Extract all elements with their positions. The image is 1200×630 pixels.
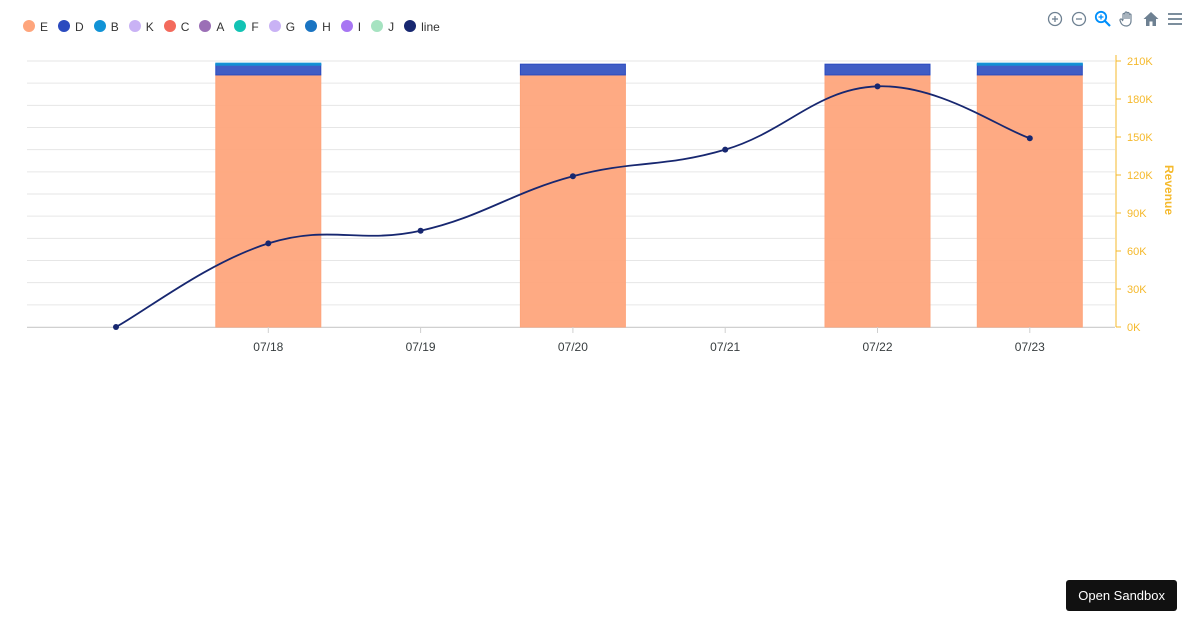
x-tick-label: 07/22 [862,340,892,354]
legend-marker [268,19,281,32]
legend-label: J [388,20,395,34]
legend-item-i[interactable]: I [340,16,362,35]
legend-label: B [110,20,119,34]
x-tick-label: 07/18 [253,340,283,354]
home-reset-icon[interactable] [1142,10,1160,28]
legend-label: D [75,20,84,34]
bar-d-07-23 [976,63,1083,76]
pan-hand-icon[interactable] [1118,10,1136,28]
legend-marker [199,19,212,32]
legend-item-g[interactable]: G [268,16,296,35]
legend-label: line [421,20,440,34]
x-tick-label: 07/20 [558,340,588,354]
y-tick-label: 60K [1127,246,1147,258]
legend-label: E [40,20,49,34]
line-point-07-20 [569,173,576,180]
bar-e-07-20 [519,74,626,328]
legend-marker [404,19,417,32]
y-tick-label: 180K [1127,94,1153,106]
bar-e-07-23 [976,74,1083,328]
bar-d-07-22 [824,63,931,76]
legend-marker [234,19,247,32]
legend-item-k[interactable]: K [128,16,154,35]
legend-item-a[interactable]: A [199,16,224,35]
y-tick-label: 30K [1127,284,1147,296]
legend-label: F [251,20,259,34]
y-axis-title: Revenue [1162,165,1176,215]
line-point-07-17 [113,324,119,330]
line-point-07-23 [1026,135,1033,142]
line-point-07-19 [417,227,424,234]
legend-item-h[interactable]: H [305,16,331,35]
legend-label: K [145,20,154,34]
legend-marker [128,19,141,32]
y-tick-label: 120K [1127,170,1153,182]
bar-e-07-22 [824,74,931,328]
menu-icon[interactable] [1166,10,1184,28]
legend-label: C [180,20,190,34]
legend-marker [163,19,176,32]
zoom-out-icon[interactable] [1070,10,1088,28]
legend-label: G [285,20,296,34]
legend-marker [340,19,353,32]
legend-label: A [216,20,225,34]
legend-label: I [357,20,362,34]
bar-d-07-18 [215,63,322,76]
legend-item-j[interactable]: J [371,16,394,35]
selection-zoom-icon[interactable] [1094,10,1112,28]
bar-e-07-18 [215,74,322,328]
bar-b-07-18 [215,62,322,66]
x-tick-label: 07/21 [710,340,740,354]
legend-marker [23,19,35,32]
x-tick-label: 07/19 [406,340,436,354]
open-sandbox-button[interactable]: Open Sandbox [1066,580,1177,611]
legend-item-d[interactable]: D [58,16,84,35]
bar-b-07-23 [976,62,1083,66]
x-tick-label: 07/23 [1015,340,1045,354]
y-tick-label: 150K [1127,132,1153,144]
line-point-07-18 [265,240,272,247]
bar-d-07-20 [519,63,626,76]
y-tick-label: 0K [1127,322,1141,334]
legend-item-f[interactable]: F [234,16,259,35]
legend-label: H [322,20,331,34]
zoom-in-icon[interactable] [1046,10,1064,28]
legend-item-line[interactable]: line [404,16,440,35]
line-point-07-21 [722,146,729,153]
line-point-07-22 [874,83,881,90]
y-tick-label: 210K [1127,56,1153,68]
y-tick-label: 90K [1127,208,1147,220]
legend-marker [58,19,71,32]
legend-marker [305,19,318,32]
legend-marker [371,19,384,32]
chart-toolbar [1046,10,1184,28]
legend-marker [93,19,106,32]
legend-item-e[interactable]: E [23,16,48,35]
legend-item-b[interactable]: B [93,16,119,35]
legend-item-c[interactable]: C [163,16,190,35]
